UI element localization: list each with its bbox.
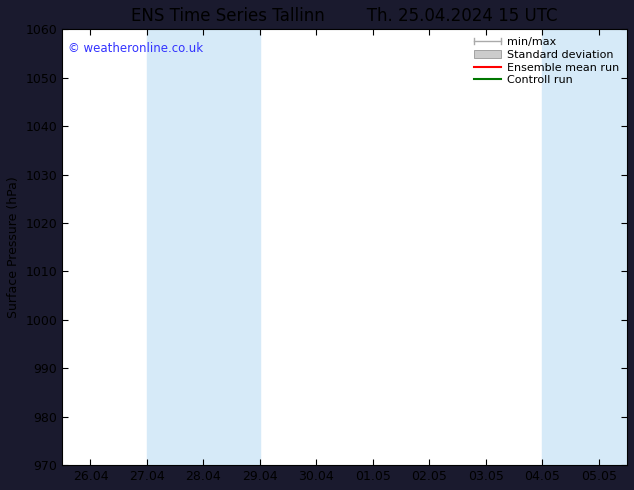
Text: © weatheronline.co.uk: © weatheronline.co.uk xyxy=(68,42,203,55)
Bar xyxy=(147,29,260,465)
Y-axis label: Surface Pressure (hPa): Surface Pressure (hPa) xyxy=(7,176,20,318)
Legend: min/max, Standard deviation, Ensemble mean run, Controll run: min/max, Standard deviation, Ensemble me… xyxy=(469,33,624,90)
Title: ENS Time Series Tallinn        Th. 25.04.2024 15 UTC: ENS Time Series Tallinn Th. 25.04.2024 1… xyxy=(131,7,558,25)
Bar xyxy=(542,29,627,465)
